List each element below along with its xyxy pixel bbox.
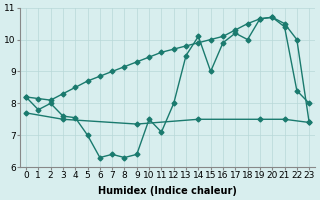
X-axis label: Humidex (Indice chaleur): Humidex (Indice chaleur) xyxy=(98,186,237,196)
